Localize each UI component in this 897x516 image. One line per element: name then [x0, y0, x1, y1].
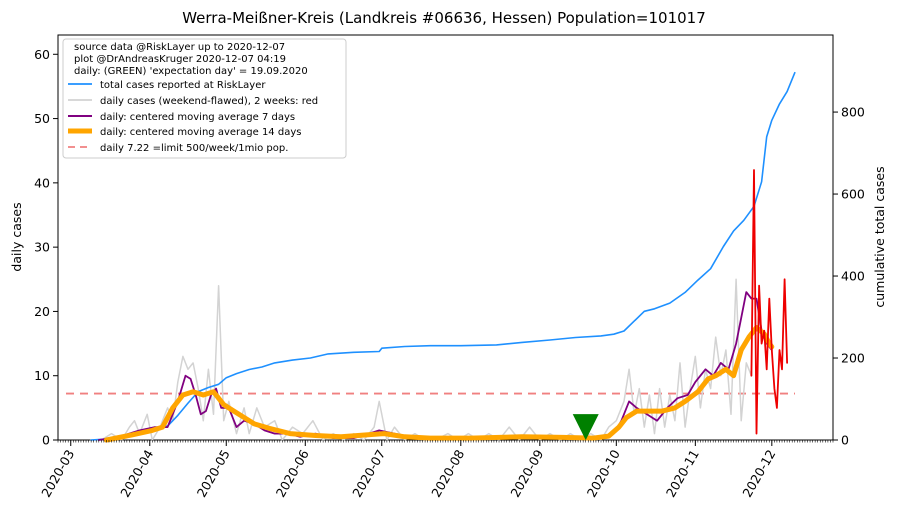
y-right-tick-label: 200 — [841, 351, 865, 366]
y-left-axis: 0 10 20 30 40 50 60 — [34, 47, 58, 448]
legend-header-line-1: source data @RiskLayer up to 2020-12-07 — [74, 42, 285, 53]
legend-box — [62, 38, 347, 159]
chart-title: Werra-Meißner-Kreis (Landkreis #06636, H… — [182, 9, 706, 27]
y-axis-label-right: cumulative total cases — [872, 166, 887, 307]
y-left-tick-label: 50 — [34, 111, 50, 126]
y-left-tick-label: 30 — [34, 240, 50, 255]
legend-label-ma7: daily: centered moving average 7 days — [100, 112, 295, 123]
legend-label-limit: daily 7.22 =limit 500/week/1mio pop. — [100, 143, 288, 154]
legend-header-line-2: plot @DrAndreasKruger 2020-12-07 04:19 — [74, 54, 286, 65]
y-right-tick-label: 600 — [841, 187, 865, 202]
y-left-tick-label: 0 — [42, 433, 50, 448]
y-left-tick-label: 60 — [34, 47, 50, 62]
y-right-tick-label: 0 — [841, 433, 849, 448]
y-left-tick-label: 10 — [34, 368, 50, 383]
y-right-tick-label: 800 — [841, 105, 865, 120]
y-right-tick-label: 400 — [841, 269, 865, 284]
y-axis-label-left: daily cases — [9, 202, 24, 271]
y-left-tick-label: 20 — [34, 304, 50, 319]
expectation-day-marker — [572, 414, 599, 441]
legend: source data @RiskLayer up to 2020-12-07 … — [62, 38, 347, 159]
legend-label-daily: daily cases (weekend-flawed), 2 weeks: r… — [100, 96, 318, 107]
legend-label-ma14: daily: centered moving average 14 days — [100, 127, 301, 138]
legend-label-total: total cases reported at RiskLayer — [100, 80, 266, 91]
y-right-axis: 0 200 400 600 800 — [833, 105, 865, 448]
y-left-tick-label: 40 — [34, 175, 50, 190]
series-daily-recent-line — [750, 169, 788, 435]
series-ma14-line — [103, 325, 775, 443]
legend-header-line-3: daily: (GREEN) 'expectation day' = 19.09… — [74, 66, 308, 77]
